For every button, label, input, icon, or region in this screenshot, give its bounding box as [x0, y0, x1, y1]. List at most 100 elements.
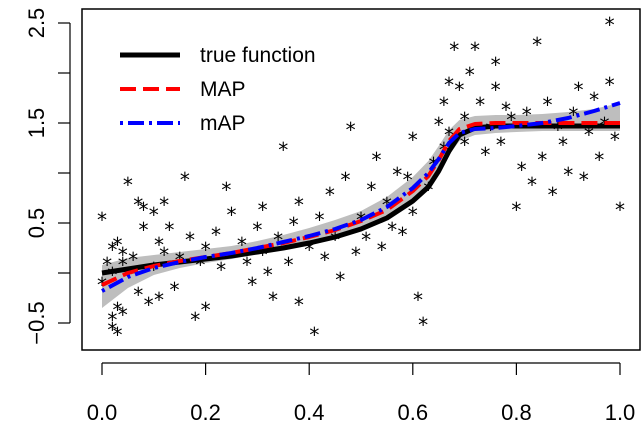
data-point: *	[268, 288, 278, 312]
data-point: *	[107, 263, 117, 287]
data-point: *	[465, 63, 475, 87]
x-tick-label: 0.6	[398, 400, 429, 425]
data-point: *	[496, 133, 506, 157]
data-point: *	[434, 113, 444, 137]
data-point: *	[501, 98, 511, 122]
data-point: *	[491, 53, 501, 77]
data-point: *	[128, 248, 138, 272]
data-point: *	[107, 308, 117, 332]
data-point: *	[185, 228, 195, 252]
data-point: *	[594, 148, 604, 172]
data-point: *	[397, 223, 407, 247]
data-point: *	[144, 293, 154, 317]
data-point: *	[335, 268, 345, 292]
data-point: *	[532, 33, 542, 57]
data-point: *	[149, 258, 159, 282]
data-point: *	[475, 93, 485, 117]
data-point: *	[454, 78, 464, 102]
confidence-band	[102, 103, 620, 308]
data-point: *	[242, 253, 252, 277]
data-point: *	[133, 283, 143, 307]
data-point: *	[118, 243, 128, 267]
data-point: *	[486, 118, 496, 142]
data-point: *	[283, 253, 293, 277]
data-point: *	[258, 243, 268, 267]
data-point: *	[190, 308, 200, 332]
data-point: *	[548, 183, 558, 207]
data-point: *	[366, 178, 376, 202]
x-tick-label: 0.0	[87, 400, 118, 425]
data-point: *	[579, 168, 589, 192]
data-point: *	[102, 253, 112, 277]
data-point: *	[201, 238, 211, 262]
data-point: *	[304, 238, 314, 262]
series-line-map	[101, 101, 621, 293]
data-point: *	[563, 163, 573, 187]
x-tick-label: 0.8	[501, 400, 532, 425]
data-point: *	[460, 108, 470, 132]
x-axis: 0.0 0.2 0.4 0.6 0.8 1.0	[87, 362, 636, 425]
legend: true function MAP mAP	[120, 44, 316, 135]
data-point: *	[522, 103, 532, 127]
data-point: *	[346, 118, 356, 142]
data-point: *	[113, 233, 123, 257]
data-point: *	[584, 123, 594, 147]
y-tick-label: 0.5	[24, 208, 49, 239]
data-point: *	[615, 198, 625, 222]
x-tick-label: 0.2	[190, 400, 221, 425]
data-point: *	[439, 93, 449, 117]
data-point: *	[133, 193, 143, 217]
data-point: *	[542, 93, 552, 117]
data-point: *	[506, 108, 516, 132]
data-point: *	[118, 253, 128, 277]
data-point: *	[227, 203, 237, 227]
data-point: *	[154, 233, 164, 257]
data-point: *	[309, 323, 319, 347]
x-tick-label: 0.4	[294, 400, 325, 425]
data-point: *	[511, 198, 521, 222]
data-point: *	[610, 128, 620, 152]
plot-area: ****************************************…	[97, 13, 625, 347]
data-point: *	[480, 143, 490, 167]
data-point: *	[118, 303, 128, 327]
data-point: *	[201, 298, 211, 322]
data-point: *	[107, 238, 117, 262]
data-point: *	[605, 73, 615, 97]
data-point: *	[97, 208, 107, 232]
data-point: *	[470, 38, 480, 62]
legend-label: MAP	[200, 78, 246, 101]
data-point: *	[138, 198, 148, 222]
data-point: *	[211, 223, 221, 247]
data-point: *	[294, 293, 304, 317]
data-point: *	[221, 178, 231, 202]
data-point: *	[123, 173, 133, 197]
data-point: *	[444, 73, 454, 97]
data-point: *	[605, 13, 615, 37]
legend-label: mAP	[200, 112, 246, 135]
data-point: *	[273, 228, 283, 252]
y-axis: −0.5 0.5 1.5 2.5	[24, 8, 71, 345]
data-point: *	[315, 208, 325, 232]
data-point: *	[330, 228, 340, 252]
data-point: *	[294, 193, 304, 217]
data-point: *	[258, 198, 268, 222]
data-point: *	[278, 138, 288, 162]
data-point: *	[237, 233, 247, 257]
data-point: *	[537, 148, 547, 172]
data-point: *	[568, 103, 578, 127]
data-point: *	[149, 203, 159, 227]
data-point: *	[325, 183, 335, 207]
data-point: *	[517, 158, 527, 182]
data-point: *	[154, 288, 164, 312]
y-tick-label: −0.5	[24, 301, 49, 344]
data-point: *	[180, 168, 190, 192]
data-point: *	[361, 228, 371, 252]
data-point: *	[289, 213, 299, 237]
data-point: *	[444, 123, 454, 147]
y-tick-label: 1.5	[24, 108, 49, 139]
data-point: *	[449, 38, 459, 62]
x-tick-label: 1.0	[605, 400, 636, 425]
data-point: *	[113, 298, 123, 322]
plot-frame	[81, 8, 641, 351]
data-point: *	[252, 218, 262, 242]
